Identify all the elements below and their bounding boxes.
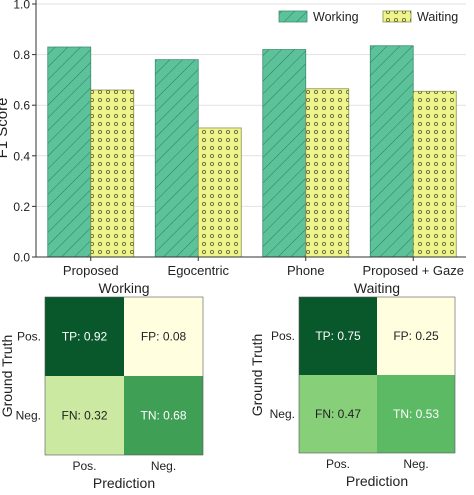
cm-cell: [45, 376, 124, 455]
cm-cell: [124, 297, 203, 376]
cm-title: Working: [98, 280, 149, 296]
bar-y-tick-label: 0.2: [13, 200, 30, 214]
cm-x-tick-label: Pos.: [326, 457, 350, 471]
bar-working-pattern: [47, 47, 91, 258]
bar-legend: Working Waiting: [278, 10, 458, 24]
cm-y-tick-label: Neg.: [270, 407, 295, 421]
legend-label-waiting: Waiting: [417, 10, 458, 24]
bar-y-tick-label: 0.0: [13, 251, 30, 265]
bar-x-tick-label: Proposed + Gaze: [362, 263, 464, 278]
cm-cell: [124, 376, 203, 455]
confusion-matrix-waiting: TP: 0.75 FP: 0.25 FN: 0.47 TN: 0.53 Waiting P…: [249, 280, 456, 489]
bar-waiting-pattern: [90, 90, 134, 258]
legend-swatch-pattern: [279, 11, 307, 22]
cm-y-tick-label: Pos.: [271, 329, 295, 343]
cm-frame: [44, 296, 204, 456]
cm-cell: [377, 375, 455, 453]
cm-cell-label: FN: 0.32: [61, 409, 107, 423]
bar-x-ticks: Proposed Egocentric Phone Proposed + Gaze: [63, 257, 464, 278]
cm-cell: [299, 297, 377, 375]
cm-cell-label: TP: 0.75: [315, 329, 361, 343]
bar-x-tick-label: Proposed: [63, 263, 119, 278]
bar-y-tick-label: 1.0: [13, 0, 30, 12]
cm-cell-label: FN: 0.47: [315, 407, 361, 421]
cm-cell-label: TN: 0.68: [140, 409, 186, 423]
cm-title: Waiting: [354, 280, 400, 296]
cm-x-tick-label: Neg.: [403, 457, 428, 471]
cm-x-axis-label: Prediction: [93, 475, 155, 491]
bar-y-ticks: 0.0 0.2 0.4 0.6 0.8 1.0: [13, 0, 36, 265]
cm-x-tick-label: Pos.: [72, 459, 96, 473]
cm-y-tick-label: Neg.: [16, 409, 41, 423]
bar-waiting-pattern: [305, 88, 349, 257]
bar-working-pattern: [155, 59, 199, 257]
cm-cell-label: FP: 0.25: [393, 329, 439, 343]
cm-cell: [377, 297, 455, 375]
cm-x-axis-label: Prediction: [346, 473, 408, 489]
cm-x-tick-label: Neg.: [151, 459, 176, 473]
bar-y-tick-label: 0.4: [13, 149, 30, 163]
bar-chart: 0.0 0.2 0.4 0.6 0.8 1.0 Proposed Egocentric Pho…: [0, 0, 466, 278]
cm-cell-label: FP: 0.08: [141, 330, 187, 344]
bar-waiting-pattern: [413, 91, 457, 257]
bar-x-tick-label: Phone: [287, 263, 325, 278]
bar-y-tick-label: 0.6: [13, 99, 30, 113]
cm-cell: [45, 297, 124, 376]
bar-working-pattern: [262, 49, 306, 257]
legend-label-working: Working: [313, 10, 359, 24]
confusion-matrix-working: TP: 0.92 FP: 0.08 FN: 0.32 TN: 0.68 Working P…: [0, 280, 204, 491]
bar-y-axis-label: F1 Score: [0, 98, 11, 159]
cm-y-axis-label: Ground Truth: [0, 335, 15, 418]
cm-cell: [299, 375, 377, 453]
bar-waiting-pattern: [198, 127, 242, 257]
bar-working-pattern: [370, 45, 414, 258]
bar-y-tick-label: 0.8: [13, 48, 30, 62]
cm-cell-label: TN: 0.53: [393, 407, 439, 421]
legend-swatch-pattern: [383, 11, 411, 22]
cm-y-axis-label: Ground Truth: [249, 334, 265, 417]
cm-cell-label: TP: 0.92: [62, 330, 108, 344]
cm-y-tick-label: Pos.: [17, 330, 41, 344]
bar-x-tick-label: Egocentric: [168, 263, 230, 278]
cm-frame: [298, 296, 456, 454]
bar-marks: [47, 45, 457, 258]
